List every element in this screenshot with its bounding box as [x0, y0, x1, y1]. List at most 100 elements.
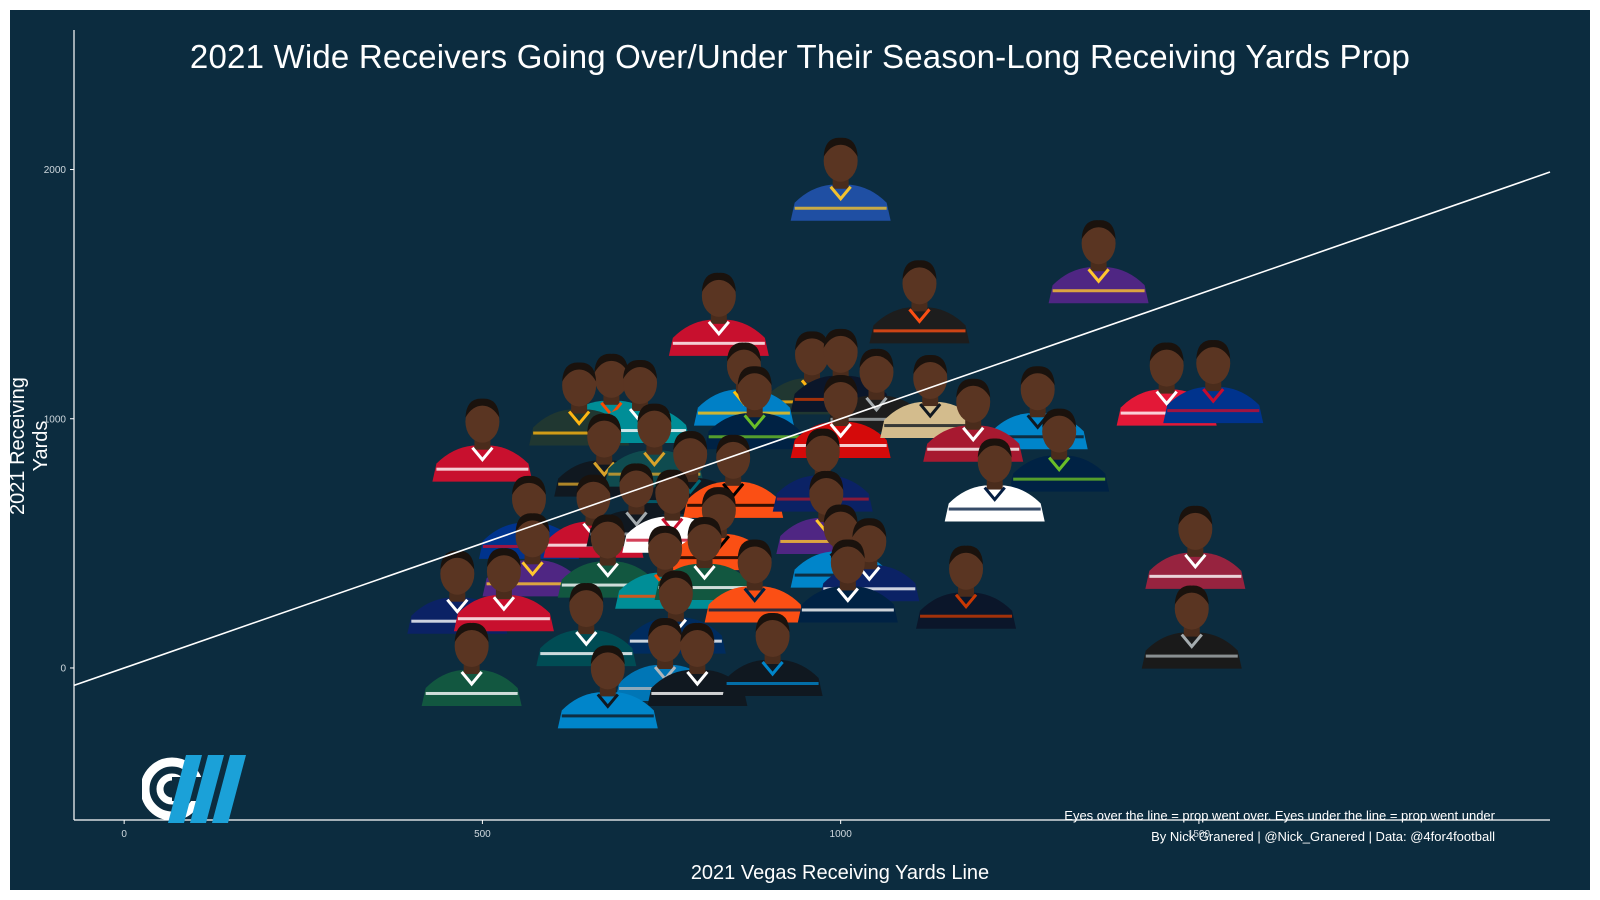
- jersey-shape: [944, 485, 1045, 522]
- player-head: [594, 355, 629, 398]
- player-headshot-point: [1145, 505, 1246, 589]
- player-head: [486, 550, 521, 593]
- player-head: [465, 400, 500, 443]
- jersey-stripe: [823, 587, 916, 591]
- player-head: [913, 357, 948, 400]
- player-hair: [902, 260, 937, 280]
- jersey-shape: [1009, 455, 1110, 492]
- player-hair: [823, 374, 858, 394]
- reference-line-y-equals-x: [73, 171, 1551, 687]
- player-headshot-point: [1141, 585, 1242, 669]
- jersey-shape: [432, 445, 533, 482]
- jersey-stripe: [708, 608, 801, 612]
- player-hair: [823, 328, 858, 348]
- player-hair: [726, 342, 761, 362]
- player-hair: [737, 539, 772, 559]
- player-head: [701, 274, 736, 317]
- jersey-collar: [836, 587, 859, 603]
- jersey-shape: [421, 669, 522, 706]
- jersey-stripe: [927, 447, 1020, 451]
- jersey-stripe: [1167, 409, 1260, 413]
- player-headshot-point: [923, 378, 1024, 462]
- jersey-stripe: [920, 614, 1013, 618]
- player-head: [562, 364, 597, 407]
- x-tick-label: 1000: [830, 829, 853, 840]
- player-head: [1042, 410, 1077, 453]
- player-head: [655, 471, 690, 514]
- jersey-shape: [916, 592, 1017, 629]
- jersey-stripe: [726, 682, 819, 686]
- player-hair: [701, 487, 736, 507]
- jersey-stripe: [1149, 574, 1242, 578]
- player-hair: [1020, 366, 1055, 386]
- player-hair: [637, 403, 672, 423]
- jersey-collar: [492, 596, 516, 612]
- player-hair: [515, 513, 550, 533]
- jersey-collar: [962, 426, 985, 443]
- player-hair: [569, 583, 604, 603]
- player-head: [569, 585, 604, 628]
- y-tick-label: 0: [60, 663, 66, 674]
- jersey-collar: [908, 308, 931, 324]
- player-head: [859, 350, 894, 393]
- jersey-collar: [596, 562, 619, 578]
- player-head: [956, 380, 991, 423]
- jersey-stripe: [873, 329, 966, 333]
- player-head: [511, 477, 546, 520]
- jersey-stripe: [608, 472, 701, 476]
- x-tick-label: 500: [474, 829, 491, 840]
- jersey-shape: [647, 669, 748, 706]
- jersey-stripe: [533, 431, 626, 435]
- player-hair: [680, 622, 715, 642]
- player-head: [823, 330, 858, 373]
- player-head: [823, 377, 858, 419]
- jersey-collar: [521, 561, 544, 577]
- player-headshot-point: [1048, 220, 1149, 304]
- jersey-collar: [596, 693, 619, 709]
- player-head: [977, 440, 1012, 483]
- player-head: [680, 624, 715, 667]
- player-headshot-point: [797, 539, 898, 623]
- jersey-collar: [707, 320, 731, 337]
- player-headshot-point: [722, 612, 823, 697]
- player-head: [515, 515, 550, 558]
- player-hair: [949, 545, 984, 565]
- jersey-stripe: [658, 586, 751, 590]
- jersey-collar: [693, 565, 716, 581]
- player-head: [623, 362, 658, 405]
- player-headshot-point: [1009, 408, 1110, 492]
- player-hair: [795, 331, 829, 351]
- jersey-collar: [686, 671, 709, 687]
- player-head: [587, 415, 622, 458]
- jersey-stripe: [672, 341, 765, 345]
- jersey-collar: [460, 671, 483, 687]
- scatter-plot: 0 500 1000 1500 0 1000 2000: [44, 30, 1551, 840]
- player-head: [1196, 342, 1231, 385]
- jersey-collar: [575, 631, 598, 647]
- jersey-collar: [829, 423, 852, 439]
- player-head: [949, 547, 984, 590]
- jersey-shape: [790, 184, 891, 221]
- jersey-stripe: [457, 617, 550, 621]
- jersey-collar: [983, 486, 1006, 502]
- player-hair: [956, 378, 991, 398]
- jersey-collar: [471, 446, 494, 463]
- jersey-stripe: [948, 507, 1041, 511]
- player-hair: [809, 470, 844, 490]
- jersey-collar: [829, 185, 852, 202]
- jersey-collar: [1087, 268, 1110, 284]
- player-head: [658, 572, 693, 615]
- jersey-shape: [797, 586, 898, 623]
- jersey-stripe: [486, 582, 579, 586]
- player-head: [902, 262, 937, 305]
- player-head: [648, 527, 683, 570]
- jersey-collar: [919, 403, 942, 419]
- player-hair: [977, 438, 1012, 458]
- y-tick-label: 2000: [44, 165, 67, 176]
- jersey-shape: [1145, 552, 1246, 589]
- player-hair: [648, 525, 683, 545]
- player-hair: [562, 362, 597, 382]
- player-headshot-point: [944, 438, 1045, 522]
- player-head: [737, 368, 772, 411]
- jersey-stripe: [884, 424, 977, 428]
